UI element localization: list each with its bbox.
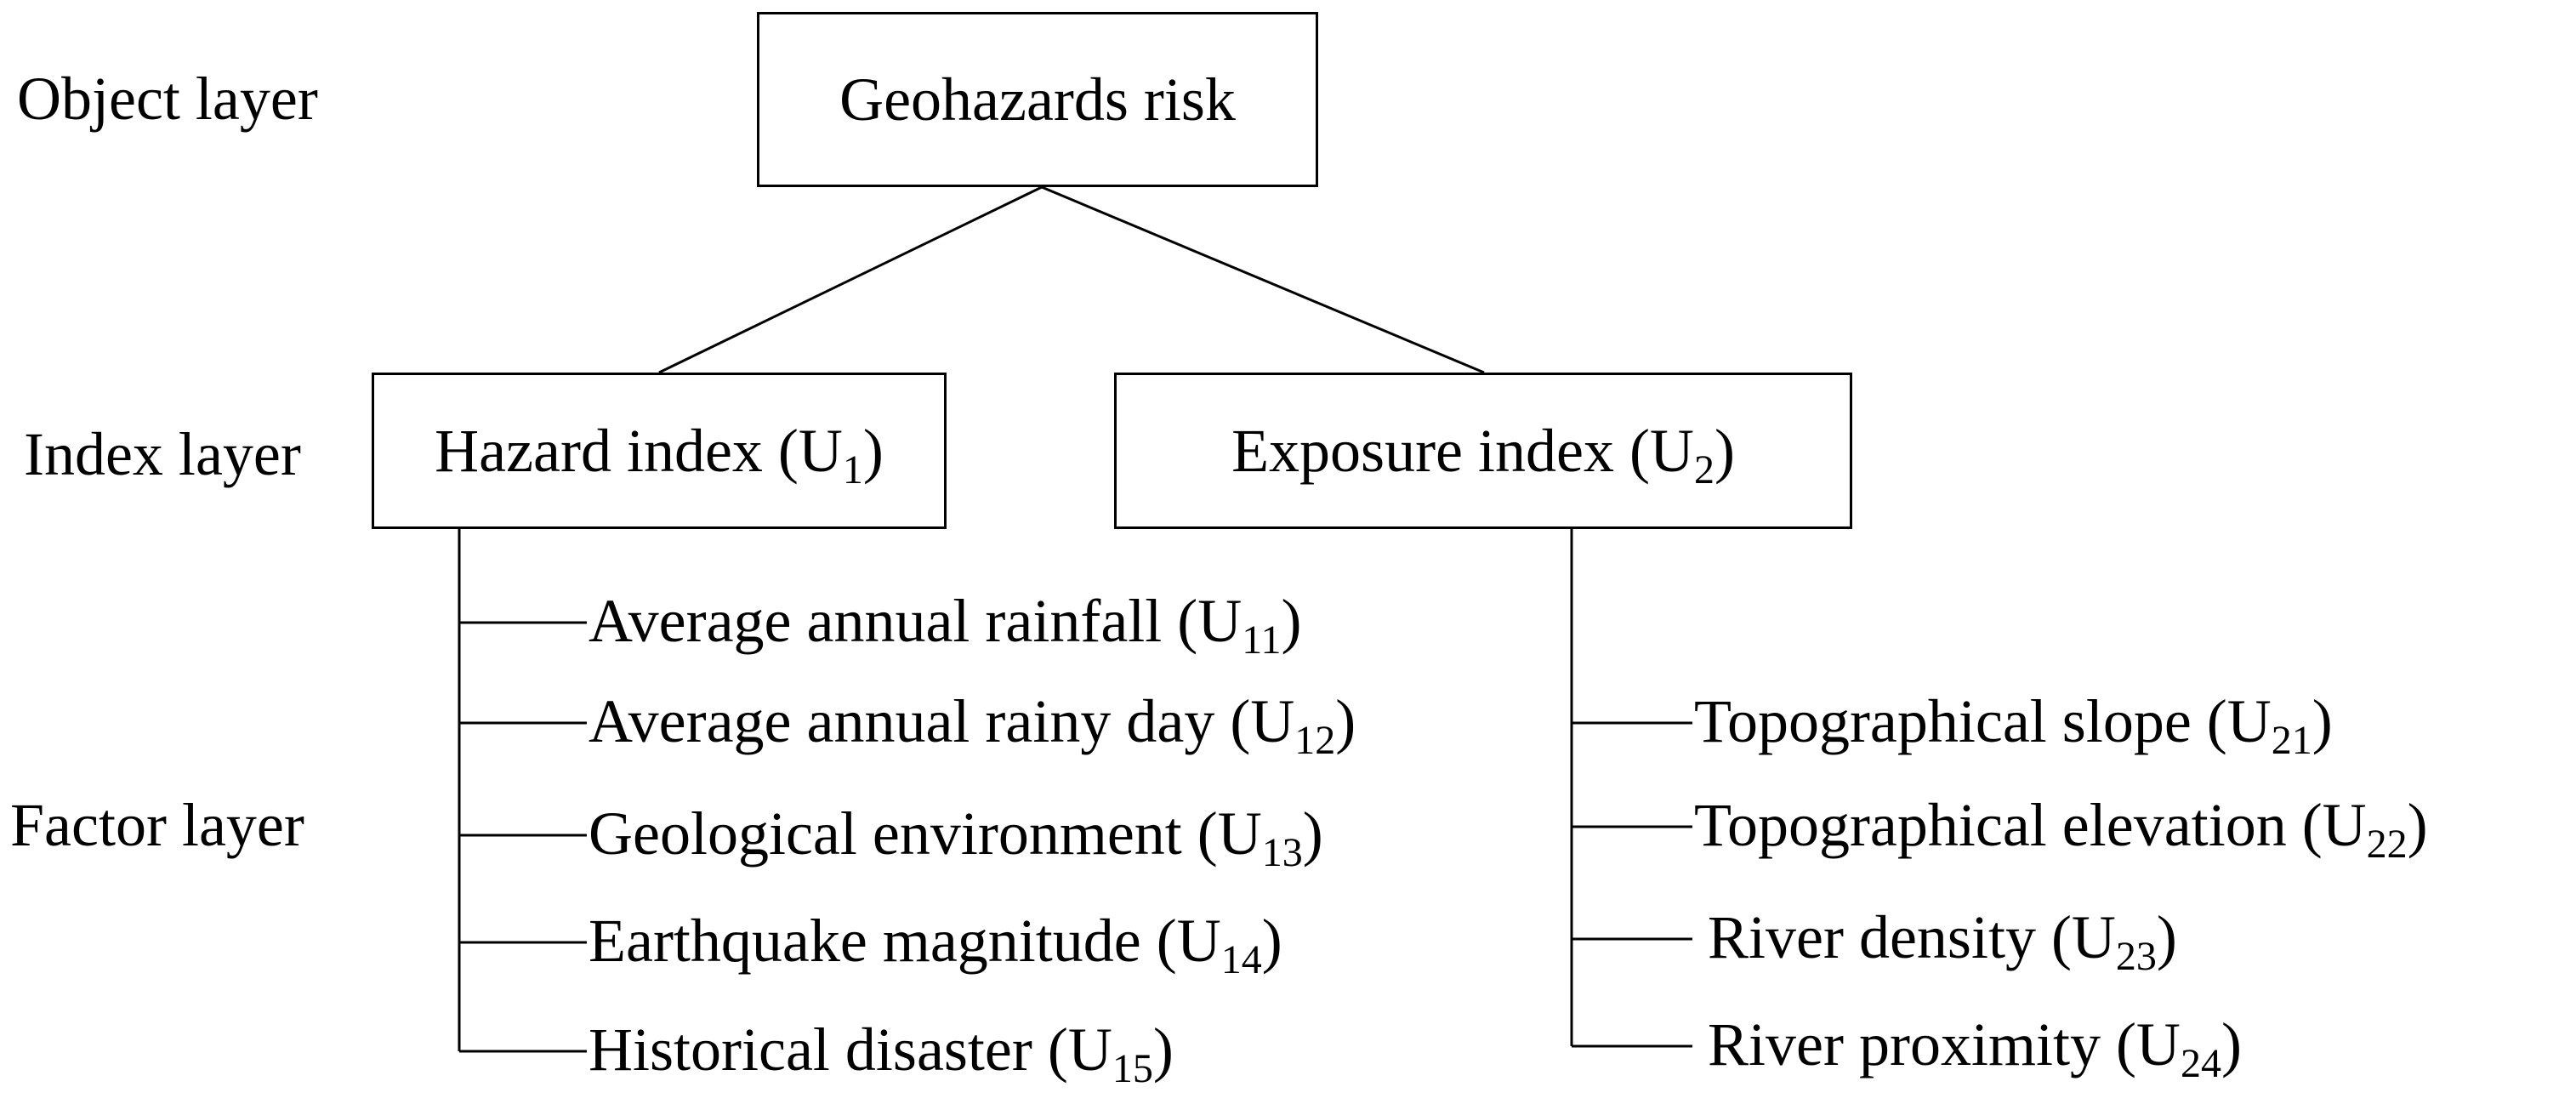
connector-object-exposure [1041,185,1485,374]
connector-object-hazard [658,185,1043,374]
exposure-index-label: Exposure index (U2) [1231,417,1735,492]
hazard-index-node: Hazard index (U1) [372,373,947,529]
object-layer-label: Object layer [17,65,318,133]
factor-u15: Historical disaster (U15) [589,1016,1174,1091]
factor-u11: Average annual rainfall (U11) [589,587,1302,663]
factor-u13: Geological environment (U13) [589,800,1323,875]
factor-u21: Topographical slope (U21) [1694,687,2333,763]
object-node: Geohazards risk [757,12,1318,187]
factor-layer-label: Factor layer [10,791,304,859]
index-layer-label: Index layer [24,420,301,488]
factor-u24: River proximity (U24) [1708,1010,2242,1086]
exposure-index-node: Exposure index (U2) [1114,373,1852,529]
factor-u23: River density (U23) [1708,903,2177,979]
hazard-index-label: Hazard index (U1) [435,417,884,492]
factor-u12: Average annual rainy day (U12) [589,687,1356,763]
factor-u14: Earthquake magnitude (U14) [589,907,1282,982]
object-node-label: Geohazards risk [839,65,1236,134]
factor-u22: Topographical elevation (U22) [1694,791,2428,867]
